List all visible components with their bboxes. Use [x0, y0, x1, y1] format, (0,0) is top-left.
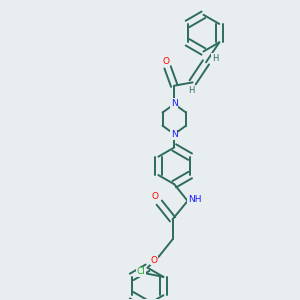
Text: NH: NH — [188, 195, 202, 204]
Text: O: O — [162, 57, 169, 66]
Text: Cl: Cl — [136, 267, 145, 276]
Text: N: N — [171, 130, 178, 139]
Text: H: H — [188, 85, 194, 94]
Text: O: O — [151, 256, 158, 265]
Text: N: N — [171, 99, 178, 108]
Text: O: O — [152, 192, 159, 201]
Text: H: H — [212, 54, 218, 63]
